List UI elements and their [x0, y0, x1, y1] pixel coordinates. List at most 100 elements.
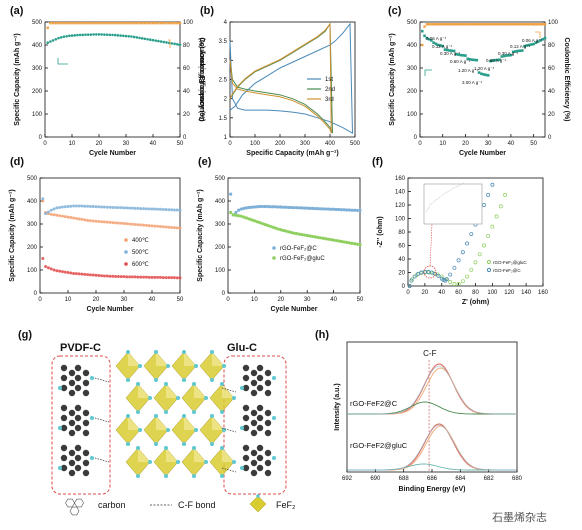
ce-point-a — [84, 21, 87, 25]
ce-point-c — [471, 23, 474, 26]
capacity-point-a — [103, 33, 106, 36]
capacity-point-e — [279, 228, 283, 232]
impedance-point — [416, 271, 421, 276]
panel-h: 692 690 688 686 684 682 680 Binding Energy (eV)… — [315, 329, 523, 493]
capacity-point-d — [55, 213, 59, 217]
capacity-point-a — [138, 36, 141, 40]
fef2-facet — [194, 448, 206, 462]
capacity-point-d — [83, 204, 87, 208]
legend-marker-f — [486, 259, 492, 265]
y2-tick-label-a: 0 — [183, 135, 187, 141]
x-tick-label-c: 50 — [530, 141, 537, 147]
panel-b: 0 100 200 300 400 500 1 1.5 2 2.5 3 3.5 4 Specific Ca… — [199, 5, 361, 157]
ce-point-a — [65, 21, 68, 25]
capacity-point-e — [332, 238, 336, 242]
impedance-point — [407, 284, 412, 288]
fluorine-atom — [164, 382, 168, 386]
arrow-ce-a — [168, 39, 171, 48]
capacity-point-d — [111, 274, 115, 278]
ce-point-c — [502, 23, 506, 26]
carbon-atom — [68, 449, 76, 457]
fef2-facet — [156, 416, 168, 430]
legend-label-f: rGO-FeF₂@C — [493, 268, 521, 273]
capacity-point-d — [147, 224, 151, 228]
x-tick-label-b: 400 — [325, 141, 336, 147]
x-tick-label-a: 0 — [43, 141, 47, 147]
capacity-point-d — [150, 207, 154, 211]
y2-tick-label-c: 100 — [548, 20, 559, 26]
carbon-atom — [250, 419, 258, 427]
capacity-point-d — [150, 275, 154, 279]
capacity-point-a — [78, 33, 82, 37]
capacity-point-d — [74, 272, 78, 276]
legend-fef2-label: FeF₂ — [276, 500, 296, 510]
capacity-point-c — [452, 49, 456, 53]
capacity-point-a — [97, 33, 101, 36]
capacity-point-d — [125, 222, 129, 226]
capacity-point-e — [347, 208, 352, 212]
capacity-point-d — [77, 217, 81, 221]
impedance-point — [452, 282, 457, 286]
capacity-point-d — [97, 205, 101, 209]
capacity-point-a — [57, 36, 60, 40]
capacity-point-a — [81, 33, 85, 37]
x-tick-label-a: 30 — [123, 141, 130, 147]
ce-point-a — [97, 21, 101, 25]
capacity-point-d — [164, 276, 168, 280]
capacity-point-d — [158, 207, 162, 211]
cf-bond — [221, 427, 237, 433]
panel-label-c: (c) — [388, 5, 402, 17]
capacity-point-c — [434, 42, 438, 46]
legend-marker-e — [272, 256, 276, 260]
cf-bond — [221, 387, 237, 393]
legend-label-f: rGO-FeF₂@gluC — [493, 260, 527, 265]
x-tick-label-b: 200 — [275, 141, 286, 147]
impedance-point — [490, 224, 495, 229]
capacity-point-d — [74, 204, 78, 208]
capacity-point-e — [321, 236, 325, 240]
ce-point-a — [78, 21, 82, 25]
capacity-point-d — [88, 273, 92, 277]
capacity-point-e — [308, 206, 312, 210]
arrow-capacity-a — [57, 58, 68, 65]
ce-point-c — [461, 23, 465, 26]
ce-point-a — [162, 21, 165, 25]
capacity-point-a — [68, 34, 71, 38]
panel-label-h: (h) — [315, 329, 329, 341]
capacity-point-c — [534, 41, 538, 44]
capacity-point-c — [511, 50, 515, 54]
capacity-point-e — [236, 208, 241, 212]
fluorine-atom — [182, 442, 186, 446]
capacity-point-e — [260, 221, 264, 226]
capacity-point-d — [55, 206, 59, 210]
capacity-point-a — [100, 33, 103, 36]
fluorine-atom — [182, 350, 186, 354]
plot-frame-e — [227, 177, 361, 294]
capacity-point-d — [111, 221, 115, 225]
capacity-point-c — [464, 54, 467, 57]
ce-point-a — [89, 21, 93, 25]
capacity-point-a — [70, 34, 74, 37]
capacity-point-c — [543, 36, 547, 40]
carbon-atom — [250, 469, 258, 477]
capacity-point-d — [142, 275, 146, 279]
fluorine-atom — [240, 386, 244, 390]
capacity-point-d — [144, 275, 148, 279]
y2-tick-label-a: 80 — [183, 43, 190, 49]
capacity-point-e — [350, 241, 354, 245]
carbon-atom — [242, 414, 250, 422]
capacity-point-a — [116, 34, 120, 37]
y2-axis-title-c: Coulombic Efficiency (%) — [563, 37, 570, 121]
capacity-point-e — [239, 207, 243, 211]
capacity-point-c — [482, 73, 485, 76]
plot-frame-d — [39, 177, 181, 294]
ce-point-a — [124, 21, 128, 25]
capacity-point-a — [127, 34, 130, 38]
fluorine-atom — [126, 414, 130, 418]
y-tick-label-d: 300 — [27, 222, 38, 228]
capacity-point-a — [62, 35, 66, 39]
panel-c: 0 10 20 30 40 500100200300400500020406080100C… — [388, 5, 570, 157]
rate-annotation: 0.60 A g⁻¹ — [450, 59, 471, 64]
